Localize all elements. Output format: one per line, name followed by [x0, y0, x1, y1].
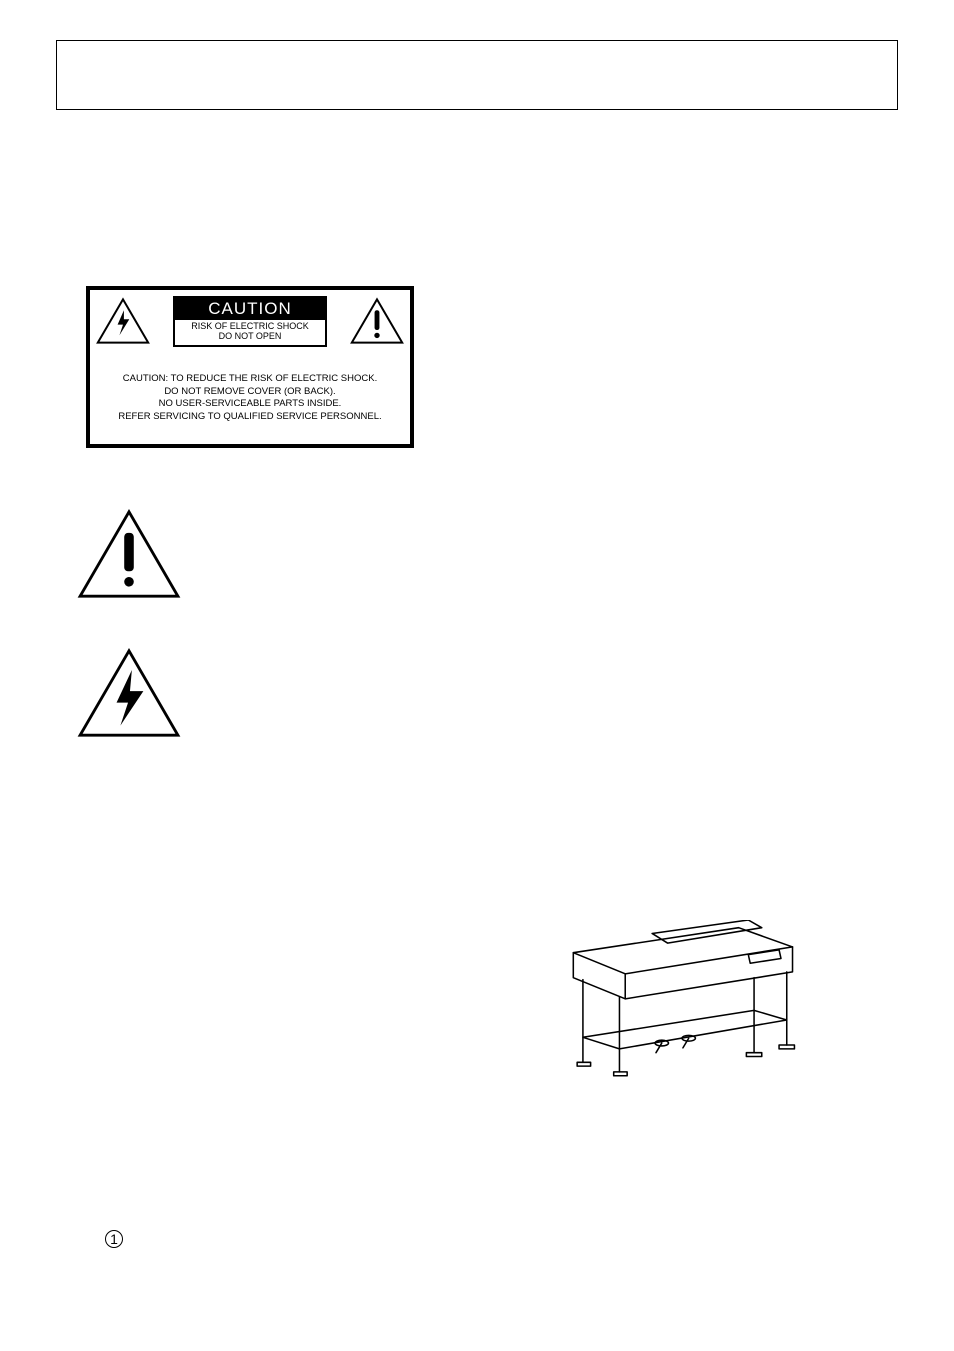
caution-sub: RISK OF ELECTRIC SHOCK DO NOT OPEN — [175, 320, 325, 345]
exclamation-warning-icon — [350, 297, 404, 345]
caution-desc-line3: NO USER-SERVICEABLE PARTS INSIDE. — [159, 398, 342, 409]
caution-sub-line2: DO NOT OPEN — [219, 331, 282, 341]
electric-shock-warning-icon — [76, 647, 182, 739]
caution-desc-line2: DO NOT REMOVE COVER (OR BACK). — [164, 386, 335, 397]
big-exclamation-triangle-wrap — [56, 508, 898, 605]
caution-desc: CAUTION: TO REDUCE THE RISK OF ELECTRIC … — [96, 373, 404, 424]
top-frame-box — [56, 40, 898, 110]
page-number: 1 — [105, 1230, 123, 1248]
big-bolt-triangle-wrap — [56, 647, 898, 744]
caution-heading: CAUTION — [175, 298, 325, 320]
caution-label-box: CAUTION RISK OF ELECTRIC SHOCK DO NOT OP… — [173, 296, 327, 347]
electric-shock-warning-icon — [96, 297, 150, 345]
caution-desc-line1: CAUTION: TO REDUCE THE RISK OF ELECTRIC … — [123, 373, 377, 384]
caution-sub-line1: RISK OF ELECTRIC SHOCK — [191, 321, 309, 331]
caution-panel: CAUTION RISK OF ELECTRIC SHOCK DO NOT OP… — [86, 286, 414, 448]
digital-piano-illustration — [556, 920, 806, 1083]
piano-illustration-wrap — [556, 920, 806, 1088]
exclamation-warning-icon — [76, 508, 182, 600]
caution-panel-header-row: CAUTION RISK OF ELECTRIC SHOCK DO NOT OP… — [96, 296, 404, 347]
caution-desc-line4: REFER SERVICING TO QUALIFIED SERVICE PER… — [118, 411, 381, 422]
